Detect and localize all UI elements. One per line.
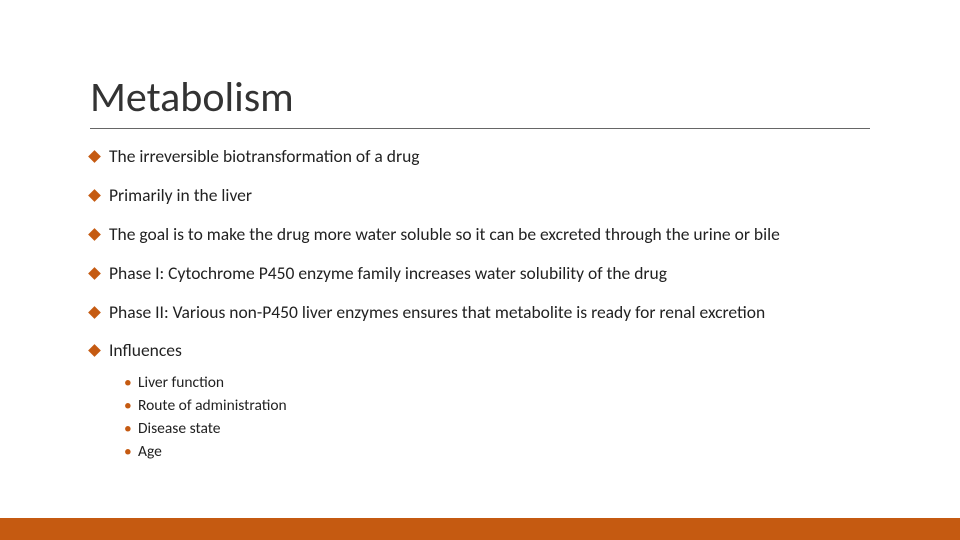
sub-bullet-text: Disease state <box>138 419 220 440</box>
bullet-text: Phase II: Various non-P450 liver enzymes… <box>109 302 765 324</box>
bullet-list: The irreversible biotransformation of a … <box>90 146 890 465</box>
sub-bullet-item: • Liver function <box>124 373 890 394</box>
bullet-item: The goal is to make the drug more water … <box>90 224 890 246</box>
dot-bullet-icon: • <box>124 442 138 463</box>
dot-bullet-icon: • <box>124 396 138 417</box>
bullet-item: Phase I: Cytochrome P450 enzyme family i… <box>90 263 890 285</box>
slide: Metabolism The irreversible biotransform… <box>0 0 960 540</box>
diamond-bullet-icon <box>88 150 101 163</box>
bullet-text: Phase I: Cytochrome P450 enzyme family i… <box>109 263 667 285</box>
bullet-item: Primarily in the liver <box>90 185 890 207</box>
diamond-bullet-icon <box>88 306 101 319</box>
sub-bullet-text: Route of administration <box>138 396 287 417</box>
bullet-text: Influences <box>109 340 182 362</box>
sub-bullet-list: • Liver function • Route of administrati… <box>124 373 890 463</box>
dot-bullet-icon: • <box>124 419 138 440</box>
diamond-bullet-icon <box>88 345 101 358</box>
sub-bullet-item: • Route of administration <box>124 396 890 417</box>
bullet-text: Primarily in the liver <box>109 185 252 207</box>
dot-bullet-icon: • <box>124 373 138 394</box>
bullet-item: The irreversible biotransformation of a … <box>90 146 890 168</box>
diamond-bullet-icon <box>88 189 101 202</box>
sub-bullet-item: • Disease state <box>124 419 890 440</box>
footer-accent-bar <box>0 518 960 540</box>
slide-title: Metabolism <box>90 72 294 123</box>
bullet-text: The irreversible biotransformation of a … <box>109 146 420 168</box>
sub-bullet-text: Liver function <box>138 373 224 394</box>
sub-bullet-item: • Age <box>124 442 890 463</box>
bullet-item: Phase II: Various non-P450 liver enzymes… <box>90 302 890 324</box>
bullet-item: Influences <box>90 340 890 362</box>
diamond-bullet-icon <box>88 267 101 280</box>
sub-bullet-text: Age <box>138 442 162 463</box>
bullet-text: The goal is to make the drug more water … <box>109 224 780 246</box>
title-underline <box>90 128 870 129</box>
diamond-bullet-icon <box>88 228 101 241</box>
